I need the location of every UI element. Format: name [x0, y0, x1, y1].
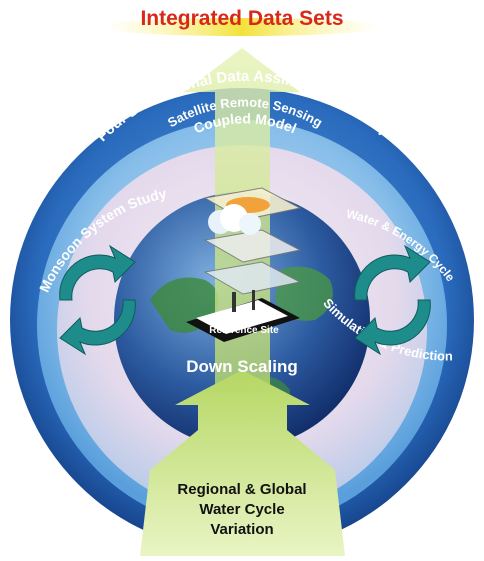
bottom-line-2: Water Cycle	[199, 501, 284, 518]
title-highlight	[102, 18, 382, 36]
bottom-arrow	[140, 370, 345, 556]
title-text: Integrated Data Sets	[140, 7, 343, 30]
cloud-icon	[239, 213, 261, 235]
right-cycle-icon	[354, 244, 431, 356]
left-cycle-icon	[59, 244, 136, 356]
bottom-line-1: Regional & Global	[177, 481, 306, 498]
down-scaling-label: Down Scaling	[186, 357, 297, 376]
model-layers	[203, 187, 302, 295]
instrument-tower	[252, 290, 255, 310]
model-layer	[203, 229, 302, 263]
bottom-line-3: Variation	[210, 521, 273, 538]
reference-site-surface	[196, 300, 288, 334]
reference-site-label: Reference Site	[209, 325, 279, 336]
instrument-tower	[232, 292, 236, 312]
model-layer	[203, 261, 302, 295]
